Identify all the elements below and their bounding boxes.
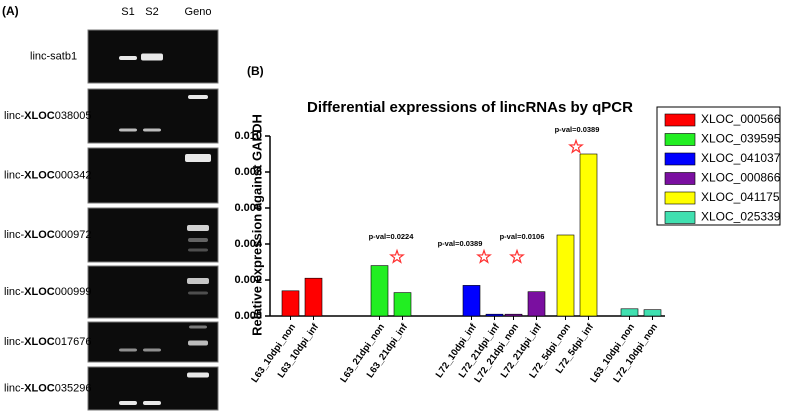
gene-label-part: linc- xyxy=(4,229,25,241)
gel-band xyxy=(119,401,137,405)
gel-image xyxy=(87,207,219,263)
gel-band xyxy=(188,291,208,295)
gel-band xyxy=(141,53,163,61)
legend-swatch xyxy=(664,133,696,146)
gene-label: linc-XLOC000342 xyxy=(4,169,91,181)
gene-label-part: linc-satb1 xyxy=(30,50,77,62)
gel-band xyxy=(143,348,161,352)
bar xyxy=(504,313,523,317)
gene-label-part: linc- xyxy=(4,169,25,181)
gene-label: linc-XLOC000999 xyxy=(4,286,91,298)
gel-panel: S1 S2 Genolinc-satb1linc-XLOC038005linc-XL… xyxy=(4,6,219,411)
p-value-annotation: p-val=0.0106 xyxy=(500,232,545,241)
bar xyxy=(304,277,323,317)
gel-band xyxy=(188,248,208,252)
legend-swatch xyxy=(664,152,696,166)
gene-label-part: linc- xyxy=(4,110,25,122)
bar xyxy=(556,234,575,317)
significance-star xyxy=(476,248,492,264)
gel-band xyxy=(187,225,209,231)
gel-image xyxy=(87,265,219,319)
bar xyxy=(370,265,389,317)
gene-label-part: 038005 xyxy=(55,110,92,122)
legend-swatch xyxy=(664,172,696,185)
lane-label: S1 xyxy=(121,6,134,18)
gene-label-part: XLOC xyxy=(24,110,55,122)
gene-label-part: XLOC xyxy=(24,286,55,298)
gene-label-part: linc- xyxy=(4,336,25,348)
legend-swatch xyxy=(664,113,696,127)
gene-label: linc-XLOC035296 xyxy=(4,382,91,394)
panel-a-label: (A) xyxy=(2,4,19,18)
y-tick-label: 0.010 xyxy=(234,130,262,142)
bar xyxy=(643,309,662,317)
gel-band xyxy=(119,56,137,60)
gel-band xyxy=(189,325,207,329)
gene-label: linc-satb1 xyxy=(30,50,77,62)
legend-label: XLOC_000866 xyxy=(701,171,781,185)
gel-band xyxy=(187,372,209,378)
lane-label: Geno xyxy=(185,6,212,18)
bar xyxy=(527,291,546,317)
gene-label-part: linc- xyxy=(4,286,25,298)
chart-title: Differential expressions of lincRNAs by … xyxy=(307,99,633,116)
gene-label: linc-XLOC038005 xyxy=(4,110,91,122)
gel-band xyxy=(119,128,137,132)
gel-band xyxy=(119,348,137,352)
y-tick-label: 0.006 xyxy=(234,202,262,214)
gel-band xyxy=(188,95,208,99)
gene-label-part: 000999 xyxy=(55,286,92,298)
bar xyxy=(579,153,598,317)
gene-label-part: XLOC xyxy=(24,169,55,181)
legend-swatch xyxy=(664,191,696,205)
gene-label-part: 035296 xyxy=(55,382,92,394)
gel-band xyxy=(143,128,161,132)
bar xyxy=(462,285,481,317)
y-tick-label: 0.002 xyxy=(234,274,262,286)
gel-band xyxy=(185,154,211,162)
gel-band xyxy=(143,401,161,405)
significance-star xyxy=(568,138,584,154)
gene-label-part: 000342 xyxy=(55,169,92,181)
legend-label: XLOC_039595 xyxy=(701,132,781,146)
significance-star xyxy=(509,248,525,264)
legend-label: XLOC_041175 xyxy=(701,190,780,204)
gene-label-part: XLOC xyxy=(24,382,55,394)
y-tick-label: 0.008 xyxy=(234,166,262,178)
gene-label: linc-XLOC017676 xyxy=(4,336,91,348)
y-tick-label: 0.000 xyxy=(234,310,262,322)
p-value-annotation: p-val=0.0224 xyxy=(369,232,415,241)
bar xyxy=(393,292,412,317)
panel-b-label: (B) xyxy=(247,64,264,78)
legend-label: XLOC_025339 xyxy=(701,210,781,224)
legend-swatch xyxy=(664,211,696,224)
gel-band xyxy=(187,278,209,284)
gene-label-part: linc- xyxy=(4,382,25,394)
bar xyxy=(620,308,639,317)
gene-label: linc-XLOC000972 xyxy=(4,229,91,241)
gene-label-part: 000972 xyxy=(55,229,92,241)
significance-star xyxy=(389,248,405,264)
bar xyxy=(281,290,300,317)
legend-label: XLOC_041037 xyxy=(701,151,781,165)
y-tick-label: 0.004 xyxy=(234,238,262,250)
gel-band xyxy=(188,238,208,242)
gene-label-part: XLOC xyxy=(24,336,55,348)
p-value-annotation: p-val=0.0389 xyxy=(438,239,483,248)
gel-band xyxy=(188,340,208,346)
gene-label-part: 017676 xyxy=(55,336,92,348)
legend-label: XLOC_000566 xyxy=(701,112,781,126)
gene-label-part: XLOC xyxy=(24,229,55,241)
y-axis-label: Relative expression against GAPDH xyxy=(249,114,264,336)
lane-label: S2 xyxy=(145,6,158,18)
p-value-annotation: p-val=0.0389 xyxy=(555,125,600,134)
bar xyxy=(485,313,504,317)
legend-box xyxy=(656,106,781,226)
